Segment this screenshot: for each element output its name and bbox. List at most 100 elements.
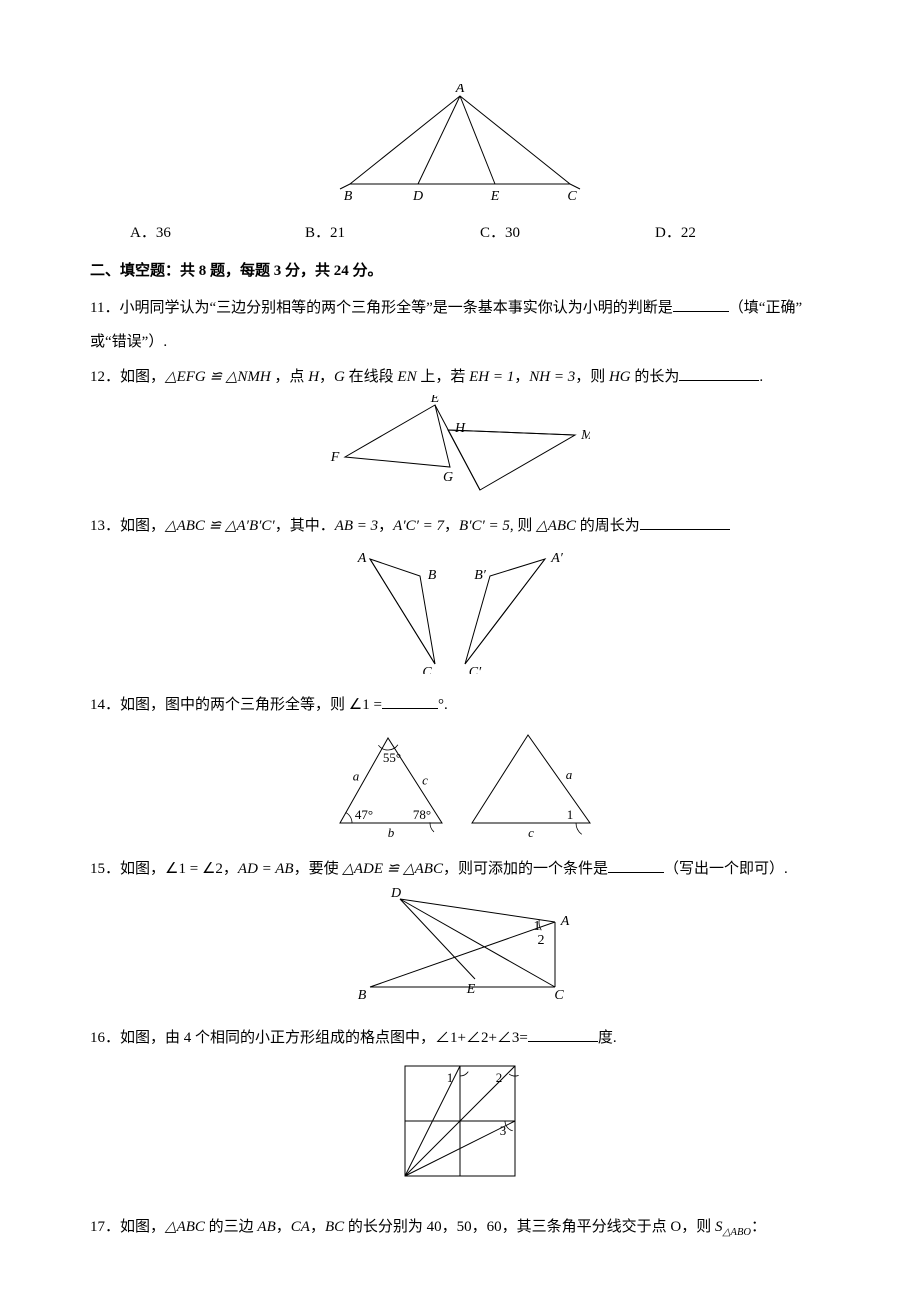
svg-text:C: C bbox=[554, 988, 564, 1003]
svg-text:B: B bbox=[428, 568, 437, 583]
q10-option-b: B．21 bbox=[305, 219, 480, 248]
q12-f: 的长为 bbox=[631, 369, 680, 385]
q13-abc: △ABC bbox=[536, 518, 576, 534]
q16-figure: 1 2 3 bbox=[90, 1056, 830, 1197]
q12-c2: ， bbox=[514, 369, 529, 385]
q15-eq1: ∠1 = ∠2 bbox=[165, 861, 223, 877]
q13-eq3: B′C′ = 5 bbox=[459, 518, 510, 534]
q11-line2: 或“错误”）. bbox=[90, 328, 830, 357]
q17: 17．如图，△ABC 的三边 AB，CA，BC 的长分别为 40，50，60，其… bbox=[90, 1213, 830, 1243]
svg-text:E: E bbox=[466, 982, 476, 997]
q15-b: ，要使 bbox=[294, 861, 343, 877]
svg-text:B: B bbox=[344, 189, 353, 204]
svg-text:78°: 78° bbox=[413, 807, 431, 822]
q13-eq1: AB = 3 bbox=[335, 518, 378, 534]
q13-blank bbox=[640, 514, 730, 530]
q17-c2: ， bbox=[310, 1219, 325, 1235]
q13-cong: △ABC ≌ △A′B′C′ bbox=[165, 518, 275, 534]
q13-d: 的周长为 bbox=[576, 518, 640, 534]
svg-text:3: 3 bbox=[500, 1123, 507, 1138]
q12: 12．如图，△EFG ≌ △NMH ，点 H，G 在线段 EN 上，若 EH =… bbox=[90, 363, 830, 392]
svg-text:2: 2 bbox=[496, 1070, 503, 1085]
svg-text:F: F bbox=[330, 450, 340, 465]
q12-figure: EFGNMH bbox=[90, 395, 830, 506]
q13: 13．如图，△ABC ≌ △A′B′C′，其中．AB = 3，A′C′ = 7，… bbox=[90, 512, 830, 541]
svg-text:c: c bbox=[528, 825, 534, 838]
svg-text:C: C bbox=[422, 665, 432, 674]
q12-H: H bbox=[308, 369, 319, 385]
q17-c1: ， bbox=[276, 1219, 291, 1235]
q11-blank bbox=[673, 296, 729, 312]
q12-eq1: EH = 1 bbox=[469, 369, 514, 385]
svg-text:E: E bbox=[430, 395, 440, 406]
q10-option-a: A．36 bbox=[90, 219, 305, 248]
q14-angle: ∠1 = bbox=[349, 697, 382, 713]
svg-text:55°: 55° bbox=[383, 750, 401, 765]
svg-text:47°: 47° bbox=[355, 807, 373, 822]
q11-text-b: （填“正确” bbox=[729, 300, 802, 316]
q16-num: 16． bbox=[90, 1030, 120, 1046]
q13-tc: , 则 bbox=[510, 518, 536, 534]
q13-c1: ， bbox=[378, 518, 393, 534]
q13-c2: ， bbox=[444, 518, 459, 534]
q10-options: A．36 B．21 C．30 D．22 bbox=[90, 219, 830, 248]
q16-a: 如图，由 4 个相同的小正方形组成的格点图中，∠1+∠2+∠3= bbox=[120, 1030, 528, 1046]
q12-dot: . bbox=[759, 369, 763, 385]
q10-option-c: C．30 bbox=[480, 219, 655, 248]
q13-eq2: A′C′ = 7 bbox=[393, 518, 444, 534]
q12-num: 12． bbox=[90, 369, 120, 385]
q17-num: 17． bbox=[90, 1219, 120, 1235]
q16-blank bbox=[528, 1026, 598, 1042]
q12-HG: HG bbox=[609, 369, 631, 385]
svg-text:H: H bbox=[454, 421, 466, 436]
svg-text:A′: A′ bbox=[550, 551, 564, 566]
svg-text:a: a bbox=[353, 769, 360, 784]
q14-num: 14． bbox=[90, 697, 120, 713]
q14: 14．如图，图中的两个三角形全等，则 ∠1 =°. bbox=[90, 691, 830, 720]
svg-text:b: b bbox=[388, 825, 395, 838]
q12-c: 在线段 bbox=[345, 369, 398, 385]
q14-a: 如图，图中的两个三角形全等，则 bbox=[120, 697, 349, 713]
q15-c1: ， bbox=[223, 861, 238, 877]
svg-text:B: B bbox=[358, 988, 367, 1003]
q15-c: ，则可添加的一个条件是 bbox=[443, 861, 608, 877]
q17-a: 如图， bbox=[120, 1219, 165, 1235]
q12-b: ，点 bbox=[271, 369, 309, 385]
svg-text:c: c bbox=[422, 773, 428, 788]
q17-colon: ： bbox=[751, 1219, 766, 1235]
svg-text:A: A bbox=[560, 914, 570, 929]
q14-figure: a b c 55° 47° 78° a c 1 bbox=[90, 723, 830, 849]
q17-b: 的三边 bbox=[205, 1219, 258, 1235]
q15-num: 15． bbox=[90, 861, 120, 877]
q12-cong: △EFG ≌ △NMH bbox=[165, 369, 271, 385]
q12-eq2: NH = 3 bbox=[529, 369, 575, 385]
q15-cong: △ADE ≌ △ABC bbox=[342, 861, 443, 877]
svg-text:A: A bbox=[455, 84, 465, 96]
q13-b: ，其中． bbox=[275, 518, 335, 534]
q17-c: 的长分别为 40，50，60，其三条角平分线交于点 O，则 bbox=[344, 1219, 715, 1235]
svg-text:N: N bbox=[474, 493, 485, 495]
svg-text:1: 1 bbox=[567, 807, 574, 822]
q13-a: 如图， bbox=[120, 518, 165, 534]
q14-blank bbox=[382, 693, 438, 709]
q12-a: 如图， bbox=[120, 369, 165, 385]
q15: 15．如图，∠1 = ∠2，AD = AB，要使 △ADE ≌ △ABC，则可添… bbox=[90, 855, 830, 884]
svg-text:C′: C′ bbox=[469, 665, 482, 674]
q17-CA: CA bbox=[291, 1219, 310, 1235]
svg-text:G: G bbox=[443, 470, 453, 485]
svg-text:1: 1 bbox=[447, 1070, 454, 1085]
q10-figure: ABCDE bbox=[90, 84, 830, 215]
q15-a: 如图， bbox=[120, 861, 165, 877]
q16: 16．如图，由 4 个相同的小正方形组成的格点图中，∠1+∠2+∠3=度. bbox=[90, 1024, 830, 1053]
svg-text:D: D bbox=[412, 189, 423, 204]
q12-EN: EN bbox=[397, 369, 416, 385]
svg-text:2: 2 bbox=[538, 933, 545, 948]
svg-text:a: a bbox=[566, 767, 573, 782]
q12-c1: ， bbox=[319, 369, 334, 385]
q11-text-a: 小明同学认为“三边分别相等的两个三角形全等”是一条基本事实你认为小明的判断是 bbox=[119, 300, 672, 316]
q13-figure: ABCA′B′C′ bbox=[90, 544, 830, 685]
svg-text:D: D bbox=[390, 887, 401, 901]
q12-G: G bbox=[334, 369, 345, 385]
q12-d: 上，若 bbox=[417, 369, 470, 385]
q15-blank bbox=[608, 857, 664, 873]
